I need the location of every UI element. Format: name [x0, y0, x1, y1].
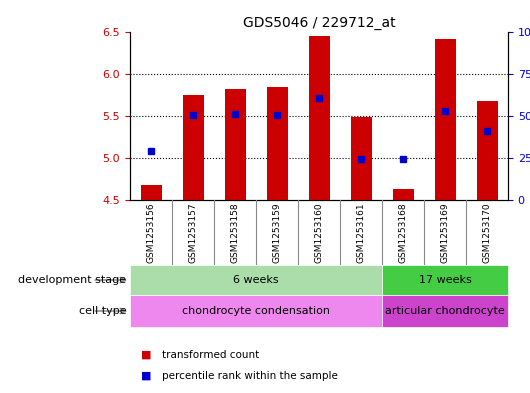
Text: GSM1253160: GSM1253160 [314, 202, 323, 263]
Bar [225, 89, 245, 200]
Bar [130, 295, 382, 327]
Text: GSM1253161: GSM1253161 [357, 202, 366, 263]
Text: GSM1253169: GSM1253169 [440, 202, 449, 263]
Text: percentile rank within the sample: percentile rank within the sample [162, 371, 338, 381]
Bar [350, 117, 372, 200]
Text: 6 weeks: 6 weeks [233, 275, 279, 285]
Text: GSM1253159: GSM1253159 [272, 202, 281, 263]
Text: GSM1253170: GSM1253170 [482, 202, 491, 263]
Text: development stage: development stage [18, 275, 126, 285]
Bar [393, 189, 413, 200]
Bar [476, 101, 498, 200]
Title: GDS5046 / 229712_at: GDS5046 / 229712_at [243, 16, 395, 29]
Text: 17 weeks: 17 weeks [419, 275, 471, 285]
Bar [435, 39, 455, 200]
Text: GSM1253156: GSM1253156 [146, 202, 155, 263]
Bar [130, 265, 382, 295]
Text: ■: ■ [140, 371, 151, 381]
Text: GSM1253158: GSM1253158 [231, 202, 240, 263]
Text: GSM1253168: GSM1253168 [399, 202, 408, 263]
Text: GSM1253157: GSM1253157 [189, 202, 198, 263]
Text: transformed count: transformed count [162, 349, 259, 360]
Text: chondrocyte condensation: chondrocyte condensation [182, 306, 330, 316]
Bar [308, 36, 330, 200]
Text: articular chondrocyte: articular chondrocyte [385, 306, 505, 316]
Bar [382, 265, 508, 295]
Bar [267, 87, 287, 200]
Text: cell type: cell type [78, 306, 126, 316]
Bar [382, 295, 508, 327]
Bar [140, 185, 162, 200]
Bar [182, 95, 204, 200]
Text: ■: ■ [140, 349, 151, 360]
